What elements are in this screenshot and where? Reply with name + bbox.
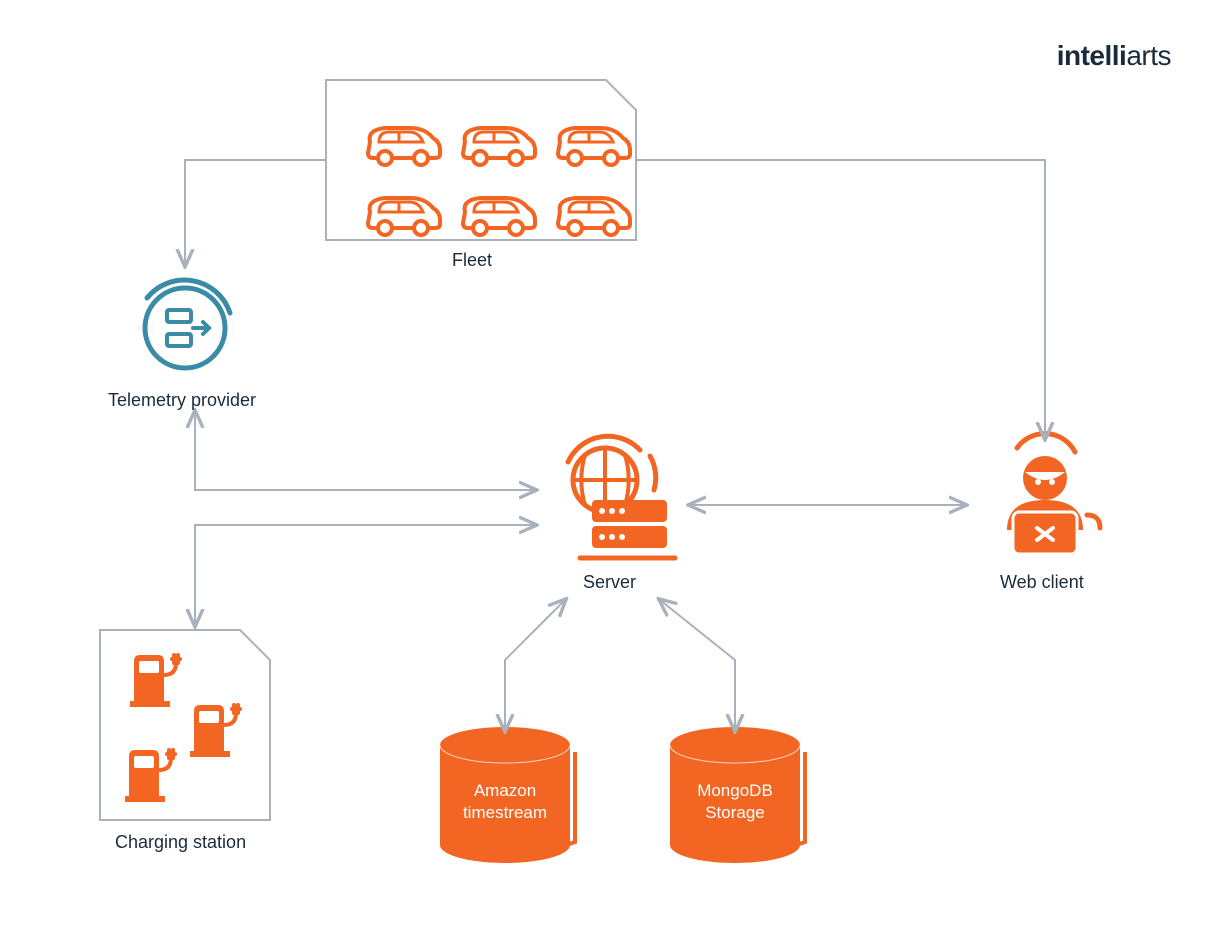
edge-server-to-amazon	[505, 600, 565, 730]
edge-fleet-to-webclient	[636, 160, 1045, 438]
edge-telemetry-to-server-top	[195, 412, 535, 490]
fleet-node	[326, 80, 636, 240]
edge-charging-to-server-bottom	[195, 525, 535, 625]
charging-label: Charging station	[115, 832, 246, 853]
car-icon	[463, 128, 535, 165]
mongodb-label: MongoDBStorage	[690, 780, 780, 824]
car-icon	[558, 198, 630, 235]
brand-logo: intelliarts	[1057, 40, 1171, 72]
architecture-diagram	[0, 0, 1221, 952]
amazon-ts-label: Amazontimestream	[460, 780, 550, 824]
telemetry-label: Telemetry provider	[108, 390, 256, 411]
server-node	[568, 436, 675, 558]
server-label: Server	[583, 572, 636, 593]
charging-node	[100, 630, 270, 820]
webclient-node	[1007, 434, 1100, 554]
charging-pump-icon	[130, 655, 180, 707]
car-icon	[368, 128, 440, 165]
car-icon	[463, 198, 535, 235]
charging-pump-icon	[190, 705, 240, 757]
charging-pump-icon	[125, 750, 175, 802]
edge-fleet-to-telemetry	[185, 160, 326, 265]
telemetry-node	[145, 280, 230, 368]
webclient-label: Web client	[1000, 572, 1084, 593]
car-icon	[368, 198, 440, 235]
edge-server-to-mongo	[660, 600, 735, 730]
car-icon	[558, 128, 630, 165]
fleet-label: Fleet	[452, 250, 492, 271]
